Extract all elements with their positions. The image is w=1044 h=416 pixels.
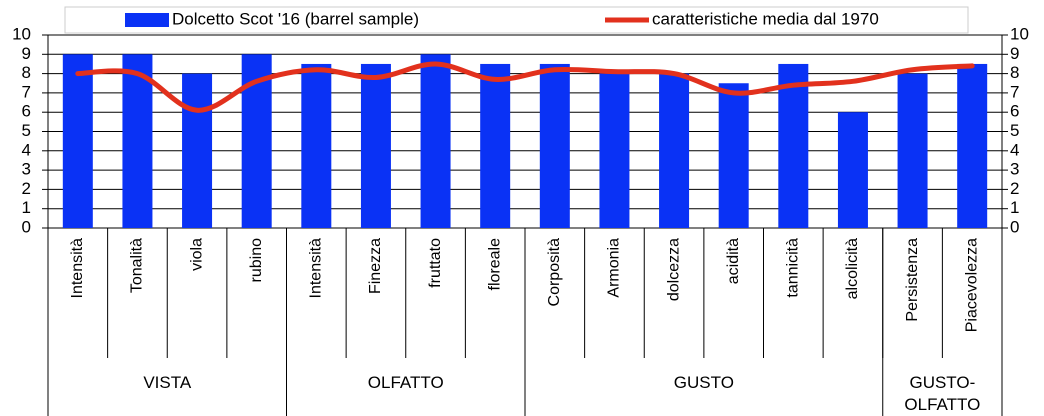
- bar: [301, 63, 332, 229]
- y2-tick-label: 8: [1010, 63, 1019, 82]
- bar: [539, 63, 570, 229]
- x-tick-label: dolcezza: [665, 238, 682, 301]
- legend-box: [64, 6, 969, 34]
- x-tick-label: Piacevolezza: [963, 238, 980, 332]
- group-label: OLFATTO: [367, 373, 444, 392]
- x-tick-label: viola: [188, 238, 205, 271]
- x-tick-label: acidità: [725, 238, 742, 284]
- y-tick-label: 5: [22, 121, 31, 140]
- x-tick-label: Corposità: [546, 238, 563, 307]
- bar: [480, 63, 511, 229]
- x-tick-label: Finezza: [367, 238, 384, 294]
- bar: [122, 54, 153, 228]
- bar: [182, 73, 213, 228]
- y-tick-label: 10: [12, 24, 31, 43]
- y-tick-label: 1: [22, 198, 31, 217]
- bar: [897, 73, 928, 228]
- group-label: GUSTO: [673, 373, 734, 392]
- y2-tick-label: 2: [1010, 179, 1019, 198]
- legend-label: caratteristiche media dal 1970: [652, 9, 879, 28]
- y-tick-label: 9: [22, 44, 31, 63]
- bar: [957, 63, 988, 229]
- x-tick-label: rubino: [248, 238, 265, 283]
- bar: [659, 73, 690, 228]
- bar: [718, 83, 749, 228]
- y2-tick-label: 5: [1010, 121, 1019, 140]
- x-tick-label: Armonia: [606, 238, 623, 298]
- bar: [360, 63, 391, 229]
- y2-tick-label: 3: [1010, 160, 1019, 179]
- y2-tick-label: 7: [1010, 82, 1019, 101]
- x-tick-label: fruttato: [427, 238, 444, 288]
- x-tick-label: Intensità: [308, 238, 325, 299]
- legend-swatch: [125, 13, 169, 27]
- x-tick-label: alcolicità: [844, 238, 861, 299]
- y2-tick-label: 4: [1010, 140, 1019, 159]
- bar: [599, 73, 630, 228]
- bar: [778, 63, 809, 229]
- y-tick-label: 2: [22, 179, 31, 198]
- bar: [420, 54, 451, 228]
- x-tick-label: Intensità: [69, 238, 86, 299]
- group-label: VISTA: [143, 373, 192, 392]
- group-label: GUSTO-OLFATTO: [904, 373, 981, 414]
- y2-tick-label: 10: [1010, 24, 1029, 43]
- y2-tick-label: 9: [1010, 44, 1019, 63]
- y-tick-label: 4: [22, 140, 31, 159]
- y2-tick-label: 0: [1010, 217, 1019, 236]
- x-tick-label: tannicità: [785, 238, 802, 298]
- x-tick-label: floreale: [486, 238, 503, 291]
- x-tick-label: Persistenza: [904, 238, 921, 322]
- x-tick-label: Tonalità: [129, 238, 146, 293]
- y-tick-label: 7: [22, 82, 31, 101]
- legend-label: Dolcetto Scot '16 (barrel sample): [172, 9, 419, 28]
- y-tick-label: 8: [22, 63, 31, 82]
- y-tick-label: 6: [22, 102, 31, 121]
- line: [75, 61, 975, 113]
- bar: [62, 54, 93, 228]
- y-tick-label: 3: [22, 160, 31, 179]
- y2-tick-label: 6: [1010, 102, 1019, 121]
- bar: [837, 112, 868, 228]
- y2-tick-label: 1: [1010, 198, 1019, 217]
- y-tick-label: 0: [22, 217, 31, 236]
